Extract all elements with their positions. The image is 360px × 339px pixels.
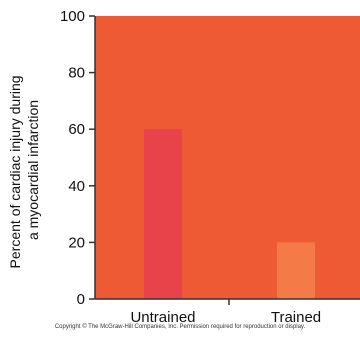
bar-untrained (144, 129, 182, 299)
x-category-label: Trained (271, 309, 321, 326)
bars-group (144, 129, 315, 299)
y-axis-title-line-1: Percent of cardiac injury during (7, 75, 23, 268)
y-axis-title-line-2: a myocardial infarction (25, 100, 41, 240)
y-tick-label: 20 (68, 234, 85, 251)
x-category-label: Untrained (130, 309, 195, 326)
bar-trained (277, 242, 315, 299)
y-tick-label: 60 (68, 121, 85, 138)
y-axis-title: Percent of cardiac injury during a myoca… (7, 72, 41, 269)
y-tick-label: 40 (68, 178, 85, 195)
y-tick-label: 0 (77, 291, 85, 308)
y-ticks-group: 0 20 40 60 80 100 (60, 8, 95, 308)
y-tick-label: 80 (68, 65, 85, 82)
x-labels-group: Untrained Trained (130, 299, 321, 326)
copyright-notice: Copyright © The McGraw-Hill Companies, I… (54, 324, 306, 330)
plot-background (95, 16, 360, 299)
y-tick-label: 100 (60, 8, 85, 25)
